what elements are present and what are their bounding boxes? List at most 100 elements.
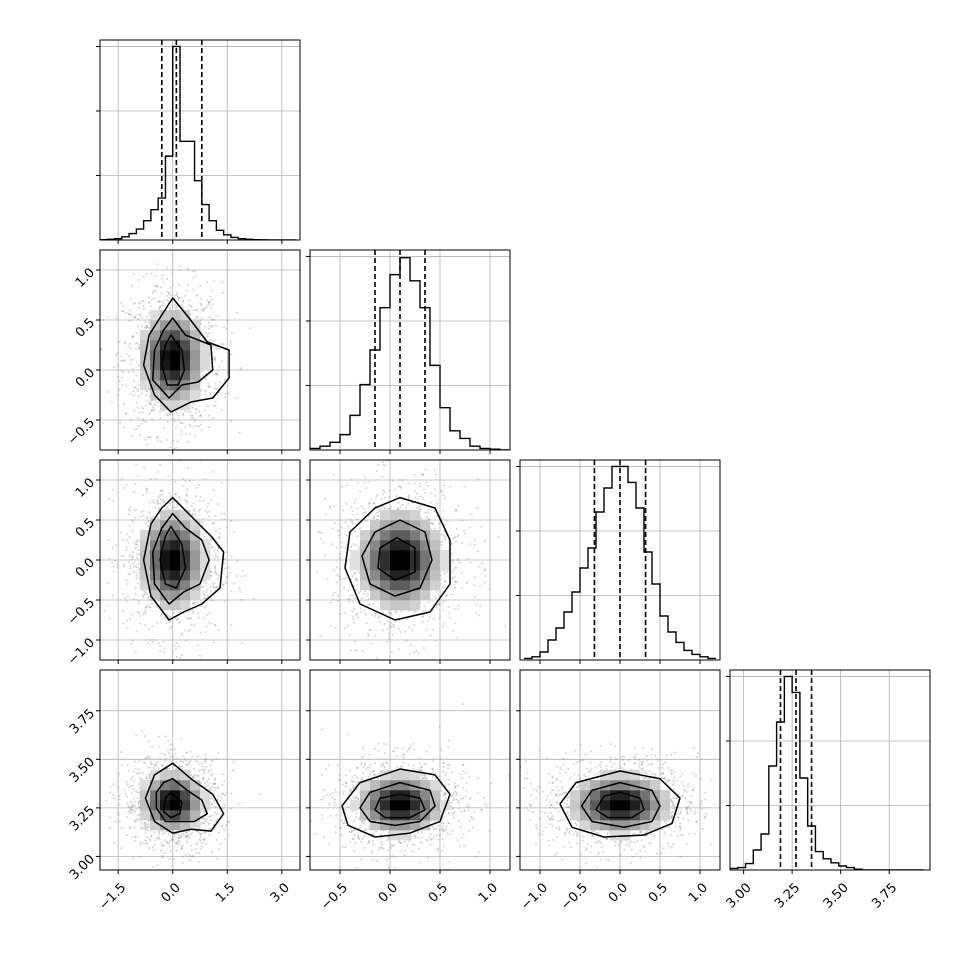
scatter-point <box>135 543 138 546</box>
scatter-point <box>191 755 194 758</box>
scatter-point <box>208 316 211 319</box>
scatter-point <box>178 495 181 498</box>
scatter-point <box>181 861 184 864</box>
scatter-point <box>424 511 427 514</box>
density-cell <box>140 540 151 551</box>
density-cell <box>170 600 181 611</box>
scatter-point <box>223 600 226 603</box>
scatter-point <box>137 803 140 806</box>
scatter-point <box>207 778 210 781</box>
scatter-point <box>202 769 205 772</box>
scatter-point <box>198 499 201 502</box>
scatter-point <box>356 507 359 510</box>
scatter-point <box>180 429 183 432</box>
scatter-point <box>386 640 389 643</box>
scatter-point <box>354 649 357 652</box>
density-cell <box>370 540 381 551</box>
scatter-point <box>156 435 159 438</box>
scatter-point <box>450 552 453 555</box>
scatter-point <box>175 506 178 509</box>
scatter-point <box>200 331 203 334</box>
scatter-point <box>209 386 212 389</box>
scatter-point <box>184 480 187 483</box>
scatter-point <box>456 637 459 640</box>
scatter-point <box>407 482 410 485</box>
scatter-point <box>200 304 203 307</box>
scatter-point <box>363 590 366 593</box>
scatter-point <box>164 455 166 457</box>
scatter-point <box>150 409 153 412</box>
scatter-point <box>136 553 139 556</box>
scatter-point <box>203 606 206 609</box>
scatter-point <box>174 410 177 413</box>
scatter-point <box>170 626 173 629</box>
scatter-point <box>120 751 123 754</box>
scatter-point <box>191 831 194 834</box>
scatter-point <box>208 426 211 429</box>
scatter-point <box>178 283 181 286</box>
scatter-point <box>407 502 410 505</box>
scatter-point <box>161 274 164 277</box>
scatter-point <box>345 502 348 505</box>
scatter-point <box>214 382 217 385</box>
scatter-point <box>349 649 352 652</box>
scatter-point <box>184 295 187 298</box>
scatter-point <box>167 673 169 675</box>
scatter-point <box>331 543 334 546</box>
scatter-point <box>177 419 180 422</box>
scatter-point <box>241 569 244 572</box>
scatter-point <box>140 821 143 824</box>
scatter-point <box>131 358 134 361</box>
scatter-point <box>362 507 365 510</box>
density-cell <box>390 590 401 601</box>
scatter-point <box>476 506 479 509</box>
scatter-point <box>149 763 152 766</box>
density-cell <box>390 540 401 551</box>
scatter-point <box>389 505 392 508</box>
scatter-point <box>224 567 227 570</box>
scatter-point <box>187 467 190 470</box>
contour-2 <box>161 334 186 386</box>
scatter-point <box>140 827 143 830</box>
scatter-point <box>212 340 215 343</box>
scatter-point <box>160 440 163 443</box>
scatter-point <box>421 610 424 613</box>
density-cell <box>200 540 211 551</box>
scatter-point <box>356 518 359 521</box>
scatter-point <box>456 535 459 538</box>
density-cell <box>410 520 421 531</box>
scatter-point <box>387 611 390 614</box>
scatter-point <box>229 571 232 574</box>
scatter-point <box>125 353 128 356</box>
scatter-point <box>209 788 212 791</box>
scatter-point <box>396 507 399 510</box>
scatter-point <box>157 837 160 840</box>
scatter-point <box>217 848 220 851</box>
scatter-point <box>189 759 192 762</box>
scatter-point <box>223 558 226 561</box>
scatter-point <box>218 536 221 539</box>
scatter-point <box>187 269 190 272</box>
density-cell <box>150 310 161 321</box>
scatter-point <box>136 610 139 613</box>
scatter-point <box>444 536 447 539</box>
scatter-point <box>397 648 400 651</box>
scatter-point <box>198 851 201 854</box>
scatter-point <box>145 487 148 490</box>
scatter-point <box>374 634 377 637</box>
scatter-point <box>141 300 144 303</box>
scatter-point <box>159 490 162 493</box>
scatter-point <box>134 386 137 389</box>
scatter-point <box>199 840 202 843</box>
scatter-point <box>150 602 153 605</box>
scatter-point <box>432 628 435 631</box>
scatter-point <box>203 817 206 820</box>
scatter-point <box>196 755 199 758</box>
density-cell <box>170 400 181 411</box>
scatter-point <box>131 613 134 616</box>
scatter-point <box>182 761 185 764</box>
scatter-point <box>230 590 233 593</box>
scatter-point <box>185 830 188 833</box>
scatter-point <box>141 316 144 319</box>
scatter-point <box>216 549 219 552</box>
